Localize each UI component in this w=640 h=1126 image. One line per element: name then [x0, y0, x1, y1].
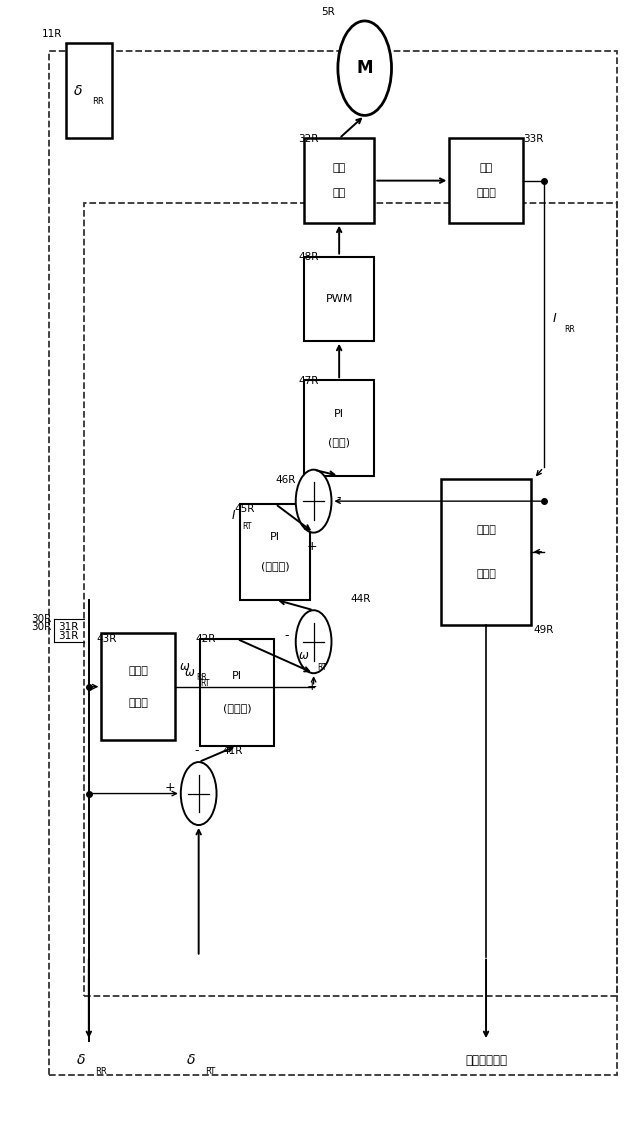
- Text: M: M: [356, 60, 373, 78]
- Text: 49R: 49R: [534, 625, 554, 635]
- Text: PI: PI: [270, 533, 280, 543]
- Text: -: -: [285, 629, 289, 642]
- Text: 駆動: 駆動: [333, 163, 346, 173]
- Text: ω: ω: [185, 665, 195, 679]
- Text: 46R: 46R: [275, 475, 296, 485]
- Text: 検出部: 検出部: [476, 569, 496, 579]
- Bar: [200, 638, 274, 745]
- Text: PI: PI: [232, 671, 242, 681]
- Circle shape: [338, 21, 392, 115]
- Text: δ: δ: [77, 1053, 86, 1067]
- Text: +: +: [307, 539, 317, 553]
- Bar: [304, 138, 374, 223]
- Text: 47R: 47R: [298, 376, 319, 386]
- Circle shape: [296, 470, 332, 533]
- Text: 31R: 31R: [58, 631, 79, 641]
- Text: RR: RR: [196, 673, 207, 682]
- Text: 演算部: 演算部: [128, 698, 148, 708]
- Bar: [240, 504, 310, 599]
- Text: (角速度): (角速度): [261, 561, 290, 571]
- Text: 42R: 42R: [195, 634, 216, 644]
- Text: δ: δ: [74, 83, 83, 98]
- Text: 44R: 44R: [351, 595, 371, 604]
- Text: (転船角): (転船角): [223, 704, 252, 714]
- Text: RR: RR: [95, 1066, 107, 1075]
- Text: -: -: [195, 744, 199, 758]
- Bar: [449, 138, 523, 223]
- Text: 第二失陥情報: 第二失陥情報: [465, 1054, 507, 1066]
- Text: 右失陷: 右失陷: [476, 525, 496, 535]
- Circle shape: [180, 762, 216, 825]
- Text: -: -: [337, 491, 341, 504]
- Text: 検出部: 検出部: [476, 188, 496, 198]
- Text: 11R: 11R: [42, 29, 63, 39]
- Text: 30R: 30R: [31, 614, 51, 624]
- Text: 33R: 33R: [523, 134, 543, 144]
- Text: 48R: 48R: [298, 252, 319, 262]
- Text: +: +: [165, 780, 175, 794]
- Text: 41R: 41R: [223, 745, 243, 756]
- Bar: [304, 381, 374, 476]
- Text: (電流): (電流): [328, 437, 350, 447]
- Bar: [84, 203, 617, 997]
- Circle shape: [296, 610, 332, 673]
- Text: RT: RT: [205, 1066, 215, 1075]
- Text: 回路: 回路: [333, 188, 346, 198]
- Text: 31R: 31R: [58, 622, 79, 632]
- Text: RT: RT: [242, 522, 252, 531]
- Text: ω: ω: [180, 660, 189, 673]
- Text: I: I: [553, 312, 557, 325]
- Text: +: +: [307, 680, 317, 694]
- Text: I: I: [232, 509, 235, 521]
- Bar: [101, 633, 175, 740]
- Text: 5R: 5R: [321, 7, 335, 17]
- Text: RT: RT: [200, 679, 210, 688]
- Bar: [442, 479, 531, 625]
- Text: 角速度: 角速度: [128, 665, 148, 676]
- Text: RR: RR: [92, 98, 104, 107]
- Text: 45R: 45R: [234, 504, 255, 513]
- Text: RR: RR: [564, 325, 575, 334]
- Bar: [49, 52, 617, 1074]
- Text: 32R: 32R: [298, 134, 319, 144]
- Text: PI: PI: [334, 409, 344, 419]
- Text: PWM: PWM: [326, 294, 353, 304]
- Text: RT: RT: [317, 662, 326, 671]
- Text: ω: ω: [299, 650, 308, 662]
- Bar: [66, 43, 112, 138]
- Text: 30R: 30R: [31, 622, 52, 632]
- Text: δ: δ: [187, 1053, 195, 1067]
- Bar: [304, 257, 374, 341]
- Text: 43R: 43R: [97, 634, 117, 644]
- Text: 電流: 電流: [479, 163, 493, 173]
